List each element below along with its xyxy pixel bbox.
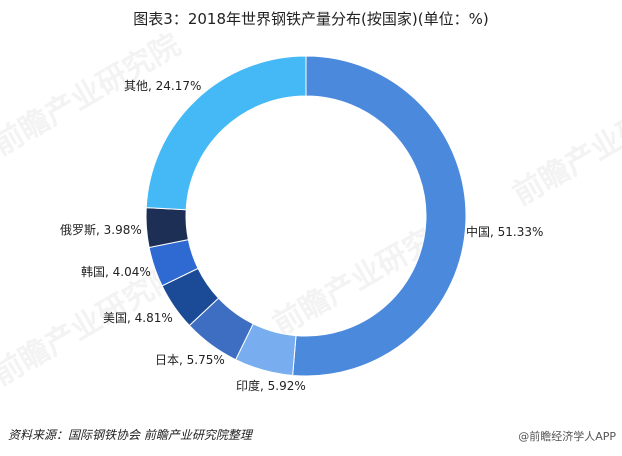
chart-slices	[145, 55, 467, 377]
chart-title: 图表3：2018年世界钢铁产量分布(按国家)(单位：%)	[133, 10, 489, 28]
slice-label-印度: 印度, 5.92%	[236, 378, 306, 393]
credit-note: @前瞻经济学人APP	[518, 430, 616, 443]
source-note: 资料来源：国际钢铁协会 前瞻产业研究院整理	[8, 428, 252, 442]
slice-中国	[292, 55, 467, 377]
slice-label-美国: 美国, 4.81%	[103, 311, 173, 325]
chart-labels: 中国, 51.33% 印度, 5.92% 日本, 5.75% 美国, 4.81% 韩国,…	[60, 79, 543, 393]
slice-label-日本: 日本, 5.75%	[155, 353, 225, 367]
slice-其他	[145, 55, 307, 211]
slice-label-俄罗斯: 俄罗斯, 3.98%	[60, 223, 142, 237]
slice-label-中国: 中国, 51.33%	[466, 224, 543, 239]
slice-label-韩国: 韩国, 4.04%	[81, 264, 151, 279]
slice-label-其他: 其他, 24.17%	[124, 79, 201, 93]
